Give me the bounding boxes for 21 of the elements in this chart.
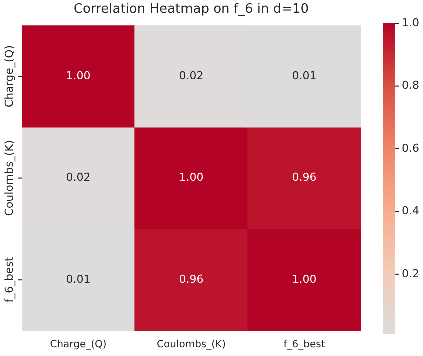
chart-title: Correlation Heatmap on f_6 in d=10: [74, 2, 310, 18]
data-label: 0.96: [292, 171, 317, 184]
x-tick-label: f_6_best: [284, 340, 326, 351]
y-tick-label: Charge_(Q): [2, 45, 16, 108]
color-bar-label: 0.4: [402, 204, 420, 218]
data-label: 0.02: [66, 171, 91, 184]
y-tick-label: f_6_best: [2, 256, 16, 303]
data-label: 0.96: [179, 272, 204, 286]
data-label: 0.01: [292, 69, 317, 82]
data-label: 1.00: [179, 171, 204, 184]
color-bar-label: 0.2: [402, 267, 420, 280]
data-label: 0.01: [66, 272, 91, 286]
color-bar-label: 0.8: [402, 79, 420, 92]
color-bar-label: 0.6: [402, 142, 420, 155]
x-tick-label: Charge_(Q): [50, 340, 107, 351]
y-tick-label: Coulombs_(K): [2, 140, 16, 216]
x-tick-label: Coulombs_(K): [157, 340, 226, 351]
color-bar-label: 1.0: [402, 16, 420, 30]
data-label: 0.02: [179, 69, 204, 82]
data-label: 1.00: [66, 69, 91, 82]
data-label: 1.00: [292, 272, 317, 286]
